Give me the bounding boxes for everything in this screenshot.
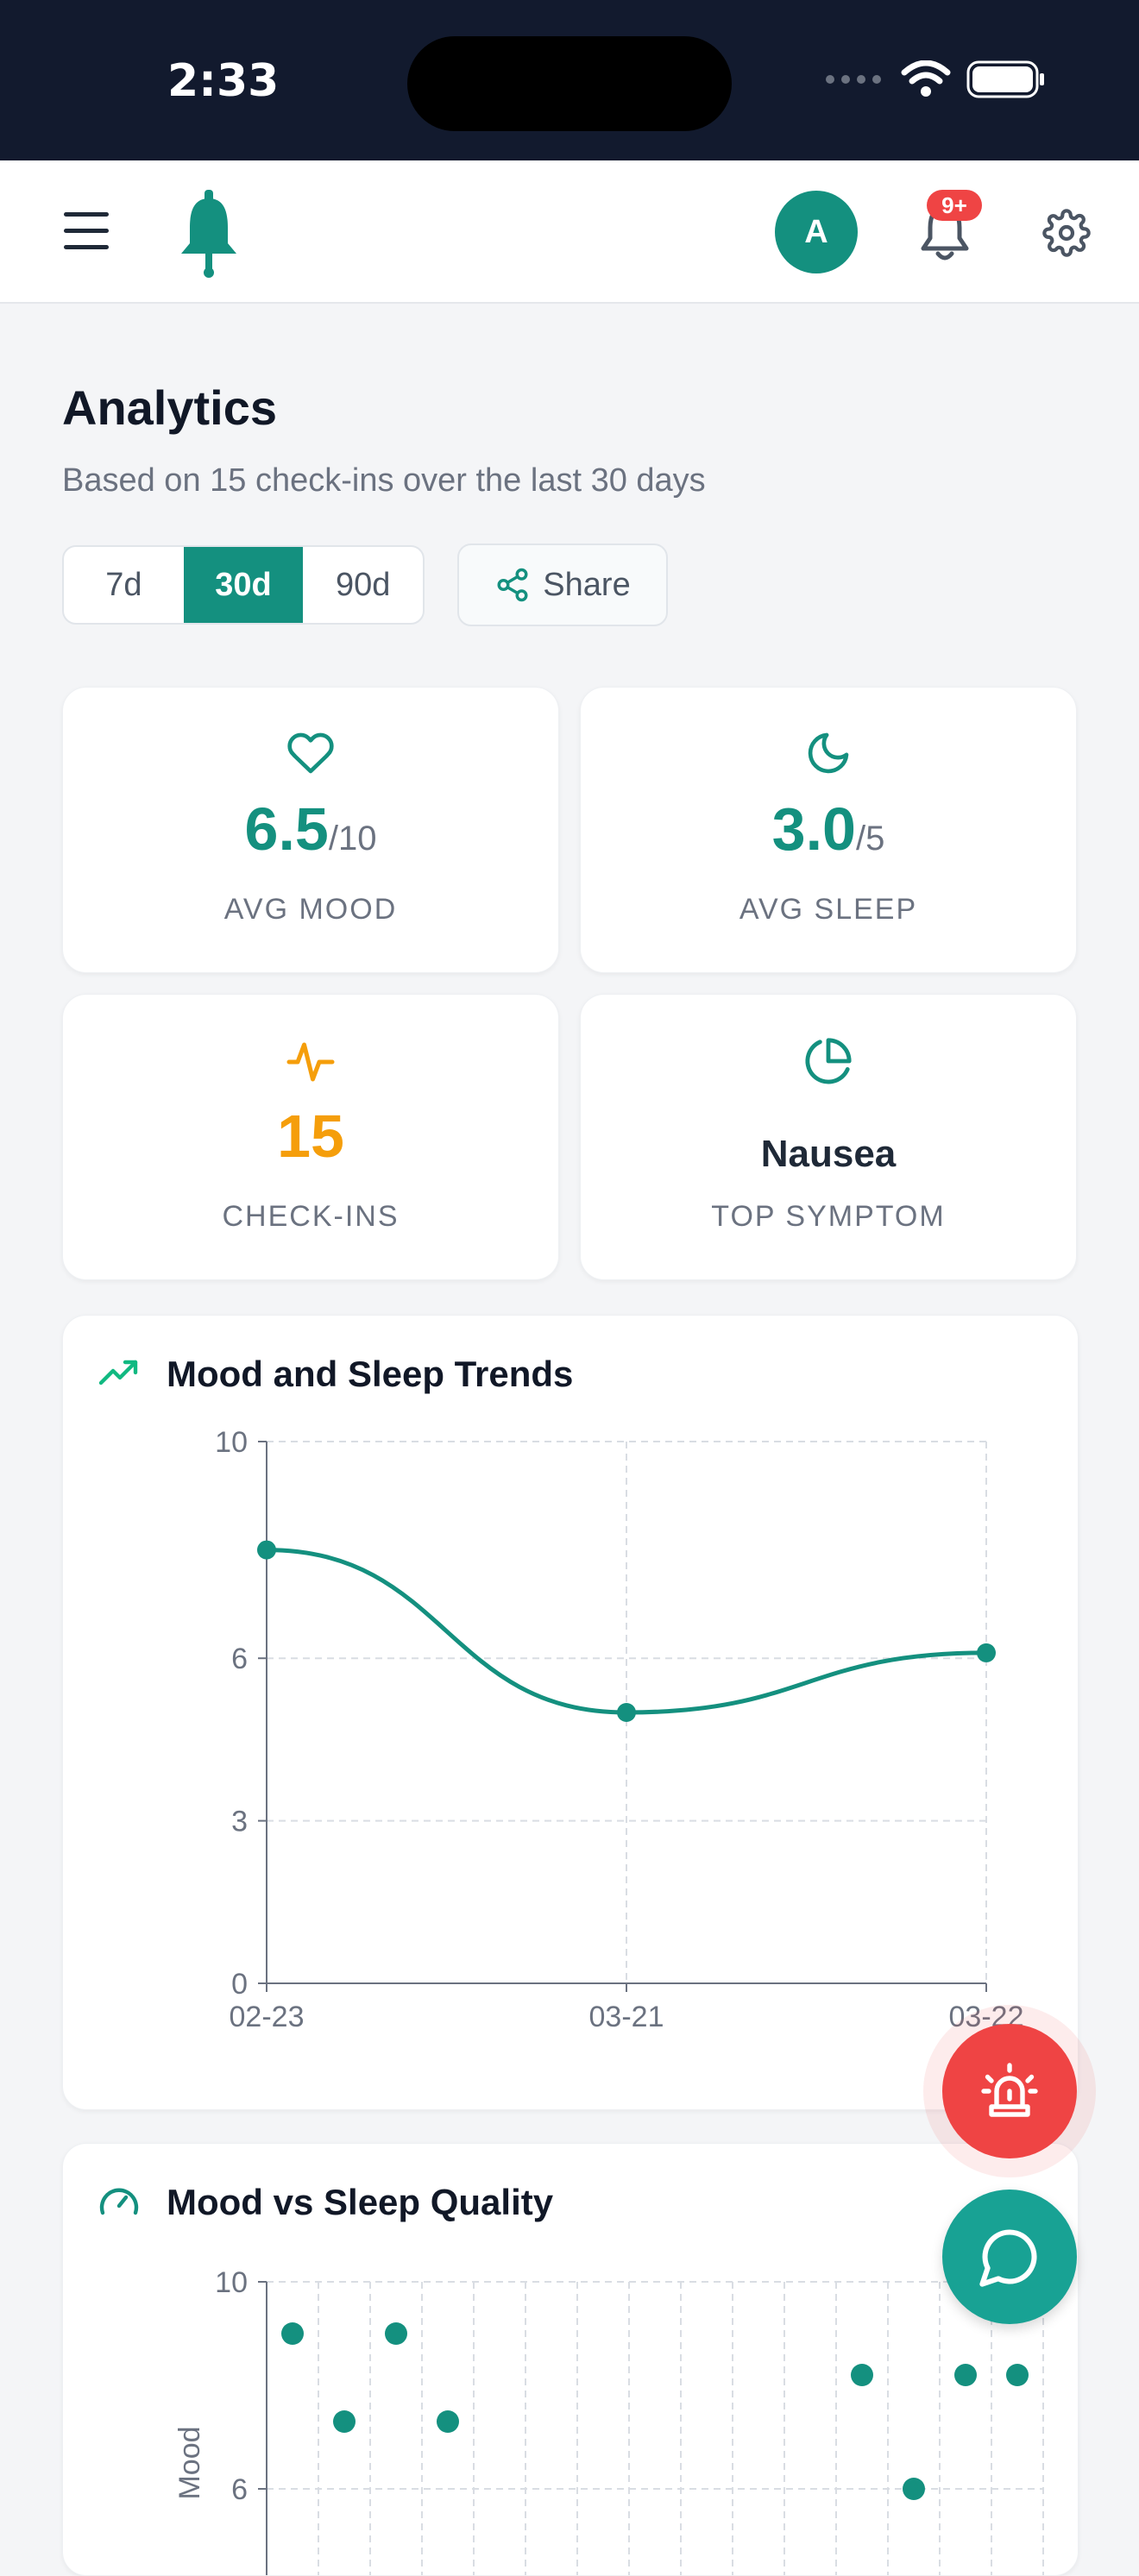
gauge-icon [99,2188,139,2215]
y-tick-label: 10 [215,2266,248,2299]
chat-button[interactable] [942,2190,1077,2324]
scatter-point [437,2410,459,2433]
scatter-point [851,2364,873,2386]
bell-logo-icon [181,190,236,278]
range-30d-button[interactable]: 30d [183,547,304,623]
status-icons [825,60,1046,98]
app-header: A 9+ [0,160,1139,304]
share-label: Share [543,566,631,603]
battery-icon [966,60,1044,98]
avg-mood-label: AVG MOOD [223,893,398,926]
share-button[interactable]: Share [457,543,668,626]
avg-sleep-card: 3.0/5 AVG SLEEP [580,687,1077,973]
y-tick-label: 6 [231,1643,248,1675]
mood-sleep-trends-card: Mood and Sleep Trends 0 3 6 10 02-23 03-21 03-… [62,1315,1079,2110]
y-tick-label: 10 [215,1426,248,1459]
checkins-card: 15 CHECK-INS [62,994,559,1280]
moon-icon [808,732,849,774]
scatter-point [333,2410,356,2433]
app-logo[interactable] [179,190,238,282]
page-subtitle: Based on 15 check-ins over the last 30 d… [62,462,706,499]
emergency-alert-button[interactable] [942,2024,1077,2158]
wifi-icon [901,60,951,97]
scatter-point [954,2364,977,2386]
x-tick-label: 02-23 [230,2001,305,2033]
trending-up-icon [98,1360,138,1385]
checkins-value: 15 [277,1103,344,1170]
dynamic-island [407,36,732,131]
top-symptom-label: TOP SYMPTOM [711,1200,946,1233]
avg-mood-card: 6.5/10 AVG MOOD [62,687,559,973]
signal-icon [826,75,881,84]
page-title: Analytics [62,380,277,435]
notification-badge: 9+ [927,190,982,221]
top-symptom-value: Nausea [760,1133,897,1175]
scatter-point [281,2322,304,2345]
mood-series-point [257,1540,276,1560]
range-90d-button[interactable]: 90d [335,566,391,603]
range-7d-button[interactable]: 7d [105,566,142,603]
top-symptom-card: Nausea TOP SYMPTOM [580,994,1077,1280]
checkins-label: CHECK-INS [222,1200,400,1233]
mood-series-point [977,1643,996,1662]
avg-sleep-label: AVG SLEEP [739,893,918,926]
mood-series-point [617,1703,636,1722]
heart-icon [287,732,334,774]
scatter-chart: 6 10 Mood [173,2266,1044,2575]
y-tick-label: 3 [231,1806,248,1838]
scatter-point [903,2478,925,2500]
avg-sleep-unit: /5 [855,820,885,858]
menu-icon [64,212,109,249]
y-tick-label: 6 [231,2473,248,2506]
scatter-chart-title: Mood vs Sleep Quality [167,2182,554,2222]
menu-button[interactable] [62,209,110,254]
scatter-point [385,2322,407,2345]
avg-sleep-value: 3.0 [771,795,856,863]
avg-mood-unit: /10 [328,820,377,858]
y-tick-label: 0 [231,1968,248,2001]
avatar[interactable]: A [775,191,858,273]
activity-icon [286,1042,335,1082]
gear-icon[interactable] [1042,209,1091,257]
status-time: 2:33 [167,55,280,107]
share-icon [497,568,528,602]
trend-chart-title: Mood and Sleep Trends [167,1354,574,1394]
y-axis-label: Mood [173,2426,206,2499]
siren-icon [981,2063,1038,2117]
message-circle-icon [979,2229,1037,2287]
scatter-point [1006,2364,1029,2386]
status-bar: 2:33 [0,0,1139,160]
range-selector: 7d 30d 90d [62,545,425,625]
avg-mood-value: 6.5 [244,795,329,863]
x-tick-label: 03-21 [589,2001,664,2033]
pie-chart-icon [805,1038,852,1084]
mood-vs-sleep-card: Mood vs Sleep Quality 6 10 Mood [62,2143,1079,2576]
